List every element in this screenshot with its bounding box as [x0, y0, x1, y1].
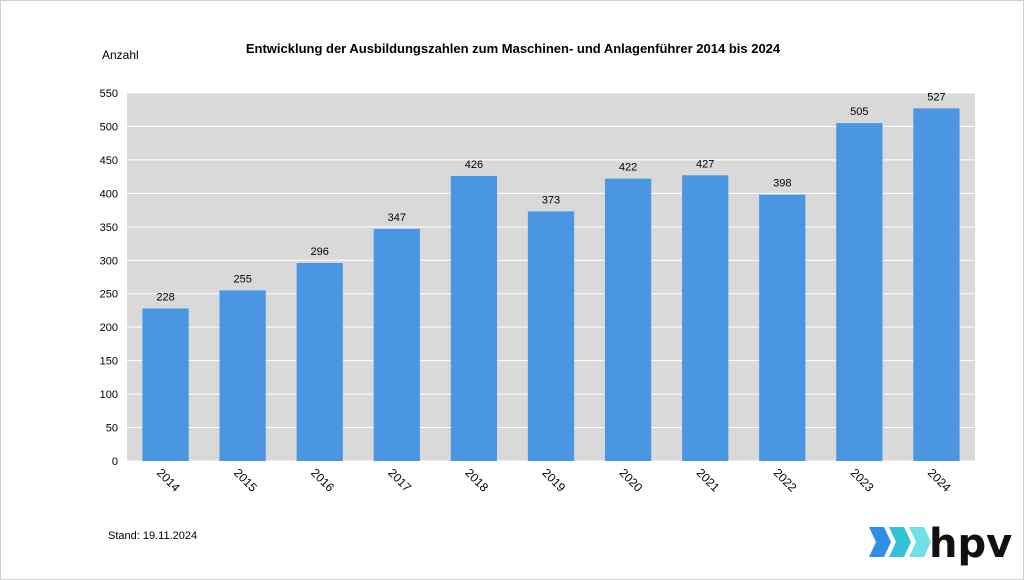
y-axis-label: Anzahl	[102, 48, 139, 62]
data-label: 527	[927, 91, 945, 103]
y-tick-label: 300	[100, 255, 118, 267]
y-tick-label: 500	[100, 121, 118, 133]
y-tick-label: 400	[100, 188, 118, 200]
x-tick-label: 2024	[925, 466, 954, 495]
y-tick-label: 150	[100, 356, 118, 368]
x-tick-label: 2015	[231, 466, 260, 495]
x-tick-label: 2021	[694, 466, 723, 495]
data-labels: 228 255 296 347 426 373 422 427 398 505 527	[156, 91, 945, 303]
bar	[373, 228, 420, 461]
bar	[604, 178, 652, 462]
y-tick-label: 250	[100, 289, 118, 301]
data-label: 422	[619, 162, 637, 174]
bar	[142, 308, 189, 461]
x-tick-label: 2017	[385, 466, 414, 495]
bar	[296, 262, 343, 461]
x-tick-label: 2020	[617, 466, 646, 495]
bar	[527, 211, 575, 461]
bar	[450, 175, 498, 461]
x-tick-label: 2018	[462, 466, 491, 495]
x-tick-labels: 2014 2015 2016 2017 2018 2019 2020 2021 2022 2023…	[154, 466, 954, 495]
data-label: 296	[311, 246, 329, 258]
y-tick-label: 450	[100, 155, 118, 167]
x-tick-label: 2022	[771, 466, 800, 495]
y-tick-labels: 0 50 100 150 200 250 300 350 400 450 500 550	[100, 88, 118, 468]
x-tick-label: 2019	[539, 466, 568, 495]
bar	[913, 108, 960, 461]
bar	[219, 290, 266, 461]
data-label: 426	[465, 159, 483, 171]
data-label: 347	[388, 212, 406, 224]
y-tick-label: 350	[100, 222, 118, 234]
logo-wave-segment	[889, 527, 911, 557]
logo-text: hpv	[929, 521, 1012, 567]
bar	[836, 123, 883, 461]
chart-title: Entwicklung der Ausbildungszahlen zum Ma…	[246, 41, 781, 56]
bar	[759, 194, 806, 461]
x-tick-label: 2014	[154, 466, 183, 495]
hpv-logo: hpv	[869, 521, 1012, 567]
x-tick-label: 2023	[848, 466, 877, 495]
logo-wave-segment	[909, 527, 931, 557]
x-tick-label: 2016	[308, 466, 337, 495]
bars	[142, 108, 960, 462]
y-tick-label: 200	[100, 322, 118, 334]
data-label: 427	[696, 158, 714, 170]
data-label: 505	[850, 106, 868, 118]
data-label: 255	[233, 273, 251, 285]
y-tick-label: 50	[106, 423, 118, 435]
y-tick-label: 100	[100, 389, 118, 401]
y-tick-label: 0	[112, 456, 118, 468]
data-label: 398	[773, 178, 791, 190]
stand-date: Stand: 19.11.2024	[108, 530, 197, 542]
y-tick-label: 550	[100, 88, 118, 100]
logo-wave-icon	[869, 527, 931, 557]
data-label: 228	[156, 291, 174, 303]
logo-wave-segment	[869, 527, 891, 557]
data-label: 373	[542, 194, 560, 206]
bar	[682, 175, 729, 461]
